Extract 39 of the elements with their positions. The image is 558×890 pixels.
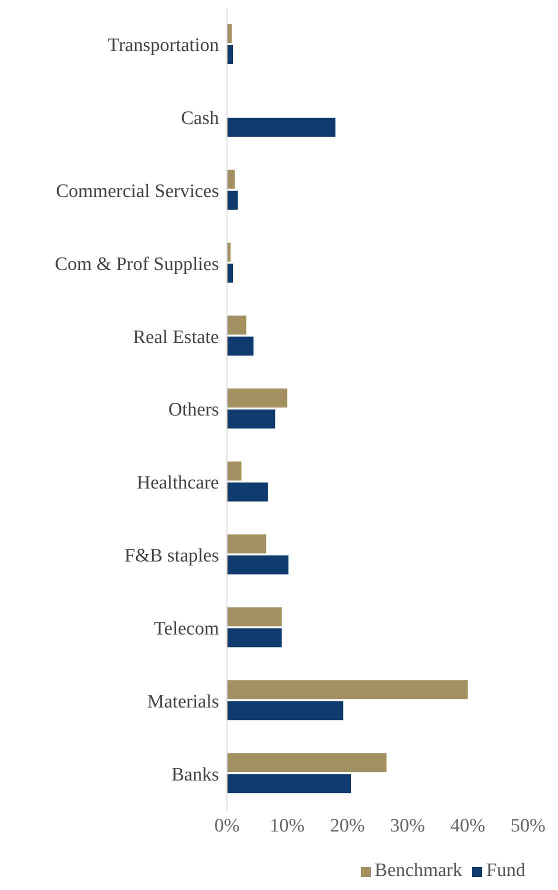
x-tick-label: 30% bbox=[390, 815, 426, 836]
x-tick-label: 10% bbox=[270, 815, 305, 836]
legend-label: Benchmark bbox=[374, 860, 462, 881]
bar bbox=[227, 264, 234, 283]
x-tick-label: 20% bbox=[330, 815, 365, 836]
bar bbox=[227, 680, 468, 700]
bar bbox=[227, 316, 246, 335]
bar bbox=[227, 534, 266, 554]
bar bbox=[227, 628, 282, 648]
y-tick-label: Healthcare bbox=[136, 472, 219, 494]
bar bbox=[227, 24, 232, 43]
bar bbox=[227, 118, 336, 137]
bar bbox=[227, 555, 288, 574]
x-tick-label: 40% bbox=[450, 815, 486, 836]
bar bbox=[227, 774, 352, 794]
y-tick-label: Others bbox=[168, 400, 219, 421]
bar bbox=[227, 170, 235, 189]
y-tick-label: Real Estate bbox=[133, 326, 219, 348]
y-tick-label: Cash bbox=[181, 108, 220, 130]
y-tick-label: Transportation bbox=[108, 35, 220, 56]
y-tick-label: Commercial Services bbox=[56, 181, 219, 202]
bar bbox=[227, 388, 288, 408]
bar bbox=[227, 410, 276, 429]
y-tick-label: Banks bbox=[172, 764, 219, 786]
x-tick-label: 50% bbox=[510, 815, 546, 836]
x-tick-label: 0% bbox=[214, 815, 240, 836]
legend-label: Fund bbox=[486, 860, 526, 881]
y-tick-label: Com & Prof Supplies bbox=[54, 254, 219, 275]
bar bbox=[227, 607, 282, 626]
bar bbox=[227, 753, 387, 772]
bar bbox=[227, 701, 344, 720]
bar bbox=[227, 461, 242, 480]
y-tick-label: F&B staples bbox=[124, 546, 219, 567]
bar bbox=[227, 336, 254, 356]
bar bbox=[227, 45, 234, 64]
bar bbox=[227, 190, 238, 210]
y-tick-label: Materials bbox=[147, 691, 219, 712]
bar bbox=[227, 482, 268, 502]
y-tick-label: Telecom bbox=[154, 618, 220, 640]
